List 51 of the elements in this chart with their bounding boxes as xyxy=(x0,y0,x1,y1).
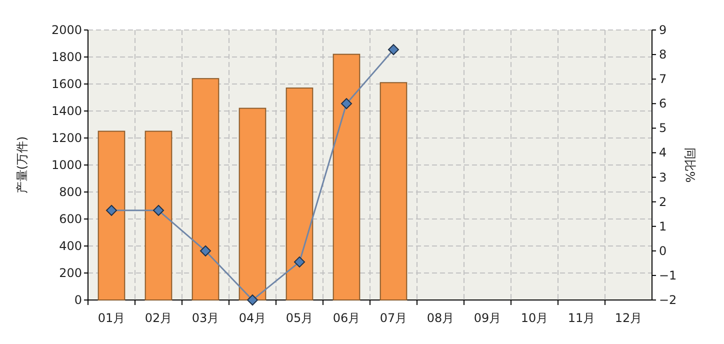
point xyxy=(153,204,164,216)
x-tick-label: 03月 xyxy=(192,311,220,325)
x-tick-label: 08月 xyxy=(426,311,454,325)
x-tick-label: 06月 xyxy=(332,311,360,325)
bar xyxy=(98,130,126,300)
bar xyxy=(380,82,408,300)
y-tick-label: 1600 xyxy=(51,77,82,91)
point xyxy=(106,204,117,216)
y2-tick-label: 8 xyxy=(659,48,667,62)
y2-axis-title: 同比% xyxy=(683,147,697,183)
y-tick-label: 0 xyxy=(74,293,82,307)
bar xyxy=(332,54,360,300)
y2-tick-label: 3 xyxy=(659,170,667,184)
y2-tick-label: 6 xyxy=(659,96,667,111)
point xyxy=(294,256,305,268)
x-tick-label: 11月 xyxy=(568,311,596,325)
x-tick-label: 02月 xyxy=(144,311,172,325)
x-tick-label: 09月 xyxy=(474,311,502,325)
x-tick-label: 05月 xyxy=(286,311,314,325)
x-tick-label: 12月 xyxy=(614,311,642,325)
bar xyxy=(144,130,172,300)
x-tick-label: 04月 xyxy=(238,311,266,325)
y2-tick-label: 1 xyxy=(659,219,667,234)
y-tick-label: 1200 xyxy=(51,131,82,145)
y2-tick-label: 4 xyxy=(659,146,667,160)
x-tick-label: 07月 xyxy=(380,311,408,325)
y2-tick-label: 5 xyxy=(659,121,667,136)
y-tick-label: 400 xyxy=(59,239,82,253)
bar xyxy=(192,78,220,300)
y2-tick-label: −1 xyxy=(659,268,677,282)
x-tick-label: 01月 xyxy=(98,311,126,325)
y-tick-label: 1400 xyxy=(51,104,82,118)
point xyxy=(388,44,399,56)
bar xyxy=(238,108,266,300)
y2-tick-label: 0 xyxy=(659,244,667,258)
y-tick-label: 1800 xyxy=(51,50,82,64)
point xyxy=(200,245,211,256)
x-tick-label: 10月 xyxy=(520,311,548,325)
y2-tick-label: 7 xyxy=(659,72,667,86)
y2-tick-label: 9 xyxy=(659,23,667,37)
point xyxy=(247,294,258,306)
y-axis-title: 产量(万件) xyxy=(15,136,29,194)
y-tick-label: 1000 xyxy=(51,158,82,172)
y-tick-label: 2000 xyxy=(51,23,82,37)
y-tick-label: 600 xyxy=(59,212,82,226)
y-tick-label: 800 xyxy=(59,185,82,199)
y2-tick-label: 2 xyxy=(659,194,667,209)
y2-tick-label: −2 xyxy=(659,293,677,307)
y-tick-label: 200 xyxy=(59,266,82,280)
bar xyxy=(286,88,314,300)
point xyxy=(341,98,352,110)
